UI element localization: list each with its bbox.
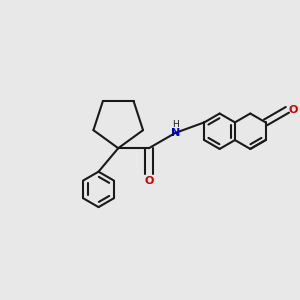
Text: O: O [144,176,154,186]
Text: H: H [172,119,179,128]
Text: O: O [288,105,298,115]
Text: N: N [171,128,180,138]
